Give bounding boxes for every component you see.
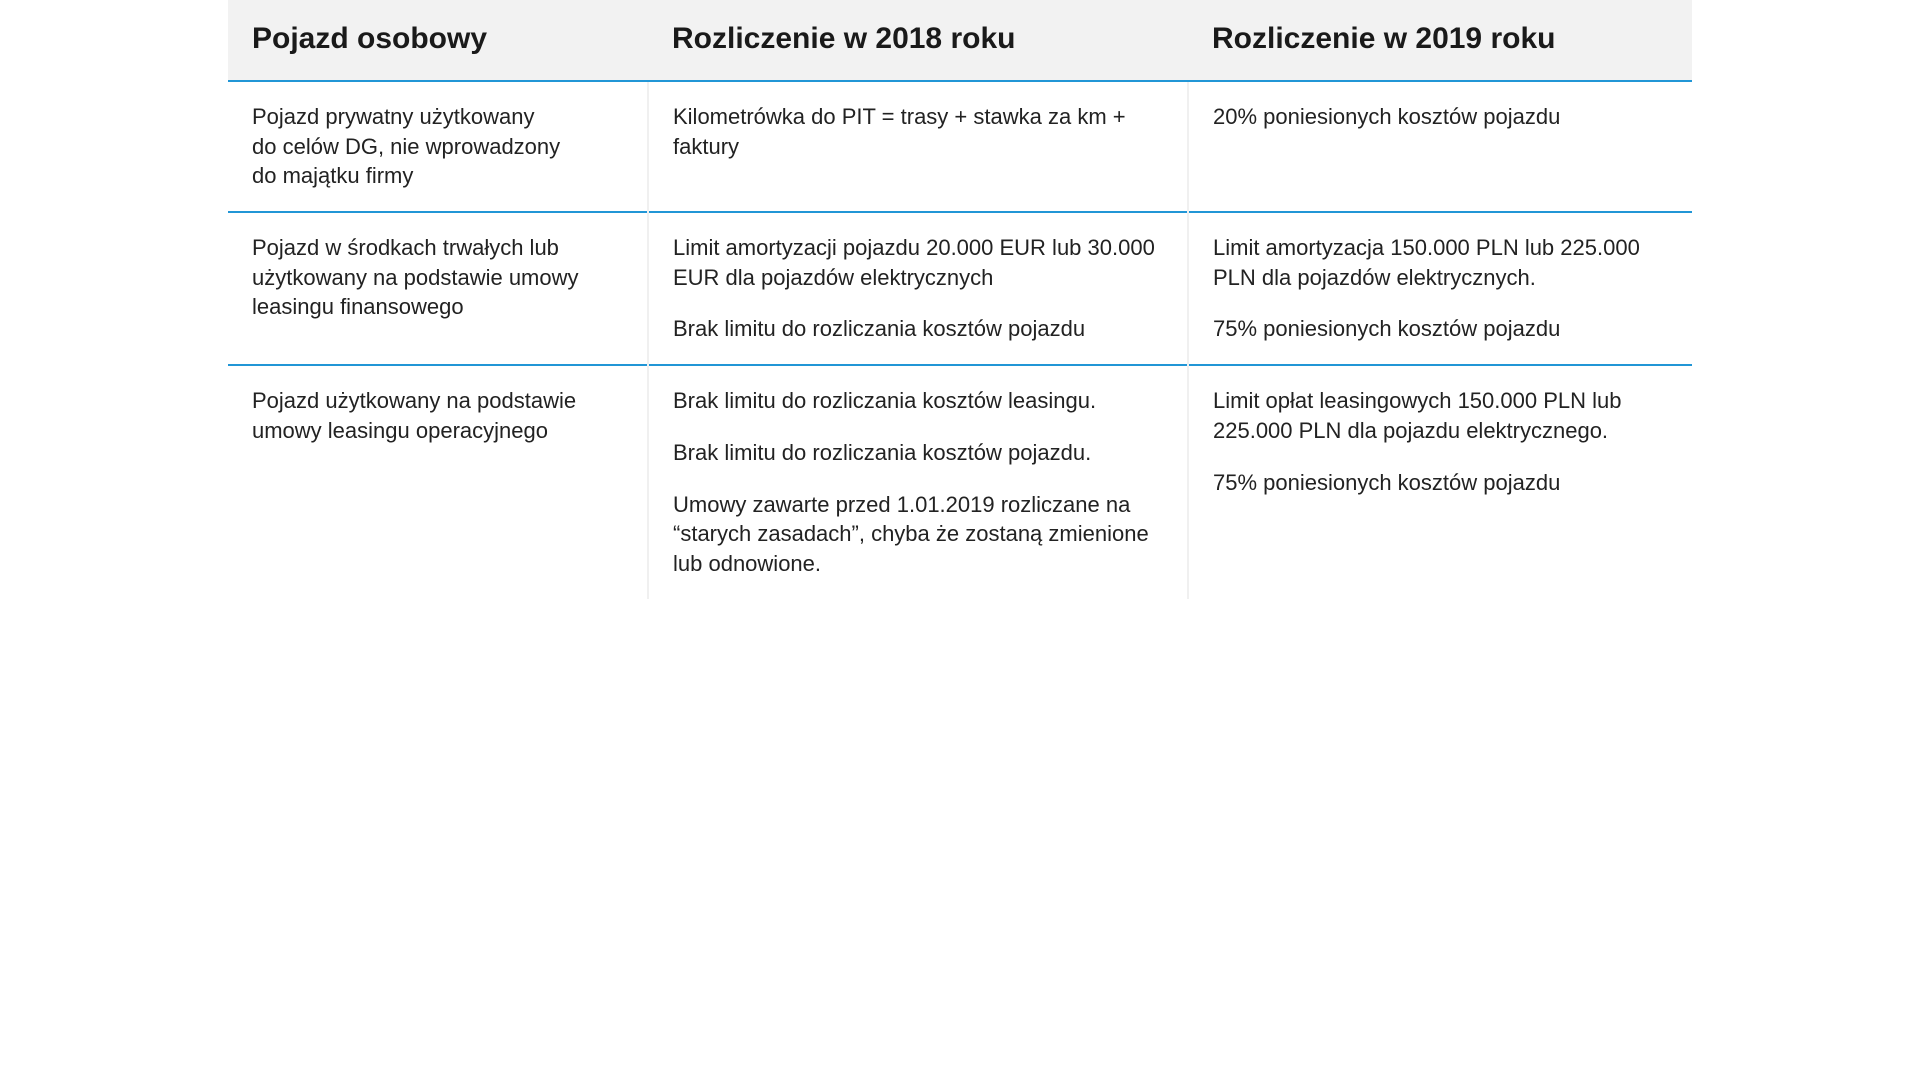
cell-text: 75% poniesionych kosztów pojazdu <box>1213 314 1668 344</box>
table-row: Pojazd w środkach trwałych lub użytkowan… <box>228 212 1692 365</box>
cell-text: Brak limitu do rozliczania kosztów leasi… <box>673 386 1163 416</box>
table-row: Pojazd prywatny użytkowany do celów DG, … <box>228 81 1692 212</box>
cell-2018: Limit amortyzacji pojazdu 20.000 EUR lub… <box>648 212 1188 365</box>
cell-text: Limit amortyzacja 150.000 PLN lub 225.00… <box>1213 233 1668 292</box>
comparison-table: Pojazd osobowy Rozliczenie w 2018 roku R… <box>228 0 1692 599</box>
cell-text: Pojazd w środkach trwałych lub użytkowan… <box>252 233 623 322</box>
cell-2018: Brak limitu do rozliczania kosztów leasi… <box>648 365 1188 598</box>
cell-vehicle: Pojazd w środkach trwałych lub użytkowan… <box>228 212 648 365</box>
cell-2018: Kilometrówka do PIT = trasy + stawka za … <box>648 81 1188 212</box>
cell-vehicle: Pojazd prywatny użytkowany do celów DG, … <box>228 81 648 212</box>
cell-text: Pojazd użytkowany na podstawie umowy lea… <box>252 386 623 445</box>
cell-2019: 20% poniesionych kosztów pojazdu <box>1188 81 1692 212</box>
table-header-row: Pojazd osobowy Rozliczenie w 2018 roku R… <box>228 0 1692 81</box>
cell-text: Umowy zawarte przed 1.01.2019 rozliczane… <box>673 490 1163 579</box>
cell-text: Limit opłat leasingowych 150.000 PLN lub… <box>1213 386 1668 445</box>
cell-2019: Limit opłat leasingowych 150.000 PLN lub… <box>1188 365 1692 598</box>
table-row: Pojazd użytkowany na podstawie umowy lea… <box>228 365 1692 598</box>
col-header-vehicle: Pojazd osobowy <box>228 0 648 81</box>
col-header-2018: Rozliczenie w 2018 roku <box>648 0 1188 81</box>
cell-2019: Limit amortyzacja 150.000 PLN lub 225.00… <box>1188 212 1692 365</box>
cell-text: 75% poniesionych kosztów pojazdu <box>1213 468 1668 498</box>
cell-vehicle: Pojazd użytkowany na podstawie umowy lea… <box>228 365 648 598</box>
cell-text: 20% poniesionych kosztów pojazdu <box>1213 102 1668 132</box>
col-header-2019: Rozliczenie w 2019 roku <box>1188 0 1692 81</box>
cell-text: Kilometrówka do PIT = trasy + stawka za … <box>673 102 1163 161</box>
cell-text: Brak limitu do rozliczania kosztów pojaz… <box>673 314 1163 344</box>
table: Pojazd osobowy Rozliczenie w 2018 roku R… <box>228 0 1692 599</box>
cell-text: Limit amortyzacji pojazdu 20.000 EUR lub… <box>673 233 1163 292</box>
cell-text: Brak limitu do rozliczania kosztów pojaz… <box>673 438 1163 468</box>
cell-text: Pojazd prywatny użytkowany do celów DG, … <box>252 102 623 191</box>
